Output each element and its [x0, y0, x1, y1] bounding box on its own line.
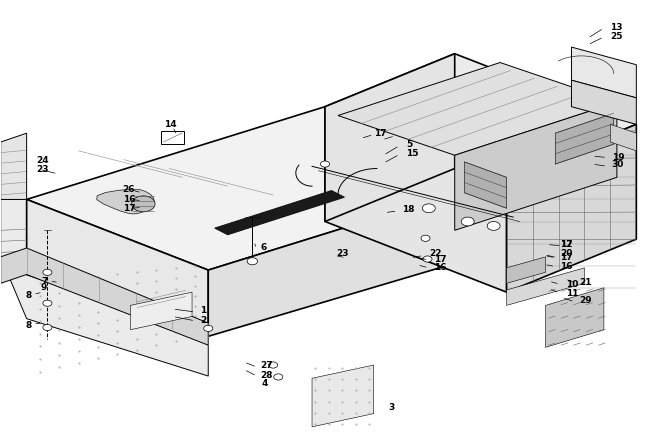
Polygon shape [1, 248, 208, 345]
Circle shape [247, 258, 257, 265]
Polygon shape [131, 292, 192, 330]
Text: 23: 23 [36, 165, 49, 174]
Circle shape [422, 204, 436, 213]
Polygon shape [545, 288, 604, 347]
Polygon shape [214, 190, 344, 235]
Polygon shape [208, 177, 506, 336]
Text: 17: 17 [434, 256, 447, 264]
Text: 8: 8 [25, 321, 32, 330]
Text: 6: 6 [260, 244, 266, 253]
Text: 30: 30 [612, 160, 624, 170]
Polygon shape [338, 62, 617, 155]
Text: 2: 2 [200, 316, 207, 325]
Text: 23: 23 [337, 249, 349, 258]
Polygon shape [312, 365, 374, 427]
Text: 4: 4 [261, 379, 268, 388]
Polygon shape [325, 107, 506, 292]
Circle shape [462, 217, 474, 226]
Text: 25: 25 [610, 31, 623, 40]
Text: 17: 17 [374, 128, 386, 138]
Text: 12: 12 [560, 241, 572, 249]
Polygon shape [325, 54, 636, 177]
Polygon shape [1, 199, 208, 376]
Text: 5: 5 [406, 140, 412, 149]
Text: 17: 17 [123, 204, 135, 213]
Polygon shape [571, 80, 636, 124]
Text: 19: 19 [612, 153, 624, 162]
Polygon shape [97, 189, 155, 214]
Circle shape [320, 161, 330, 167]
Text: 3: 3 [388, 404, 394, 412]
Polygon shape [1, 133, 27, 199]
Polygon shape [571, 47, 636, 98]
Text: 28: 28 [260, 371, 272, 380]
Bar [161, 132, 184, 144]
Text: 21: 21 [579, 277, 592, 287]
Text: 16: 16 [560, 262, 572, 271]
Text: 16: 16 [123, 195, 135, 204]
Polygon shape [27, 107, 506, 270]
Text: 9: 9 [41, 283, 47, 292]
Polygon shape [610, 124, 636, 151]
Text: 15: 15 [406, 148, 419, 158]
Circle shape [203, 325, 213, 331]
Text: 7: 7 [41, 276, 47, 286]
Polygon shape [325, 54, 455, 222]
Text: 29: 29 [579, 296, 592, 306]
Circle shape [43, 324, 52, 330]
Circle shape [268, 362, 278, 368]
Text: 16: 16 [434, 264, 447, 272]
Text: 11: 11 [566, 288, 578, 298]
Text: 26: 26 [123, 185, 135, 194]
Polygon shape [506, 268, 584, 305]
Text: 17: 17 [560, 253, 573, 262]
Circle shape [43, 300, 52, 306]
Text: 24: 24 [36, 156, 49, 165]
Text: 27: 27 [260, 361, 273, 370]
Text: 17: 17 [560, 240, 573, 249]
Text: 1: 1 [200, 306, 207, 315]
Text: 18: 18 [402, 205, 414, 214]
Circle shape [421, 235, 430, 241]
Circle shape [487, 222, 500, 230]
Text: 22: 22 [429, 249, 441, 258]
Text: 8: 8 [25, 291, 32, 300]
Polygon shape [506, 124, 636, 292]
Polygon shape [506, 257, 545, 284]
Circle shape [274, 374, 283, 380]
Polygon shape [555, 113, 614, 164]
Circle shape [43, 269, 52, 276]
Text: 14: 14 [164, 120, 177, 129]
Text: 10: 10 [566, 280, 578, 289]
Text: 13: 13 [610, 23, 623, 32]
Polygon shape [465, 162, 506, 208]
Text: 20: 20 [560, 249, 572, 258]
Polygon shape [455, 102, 617, 230]
Polygon shape [27, 199, 208, 336]
Circle shape [132, 196, 155, 212]
Circle shape [423, 256, 432, 262]
